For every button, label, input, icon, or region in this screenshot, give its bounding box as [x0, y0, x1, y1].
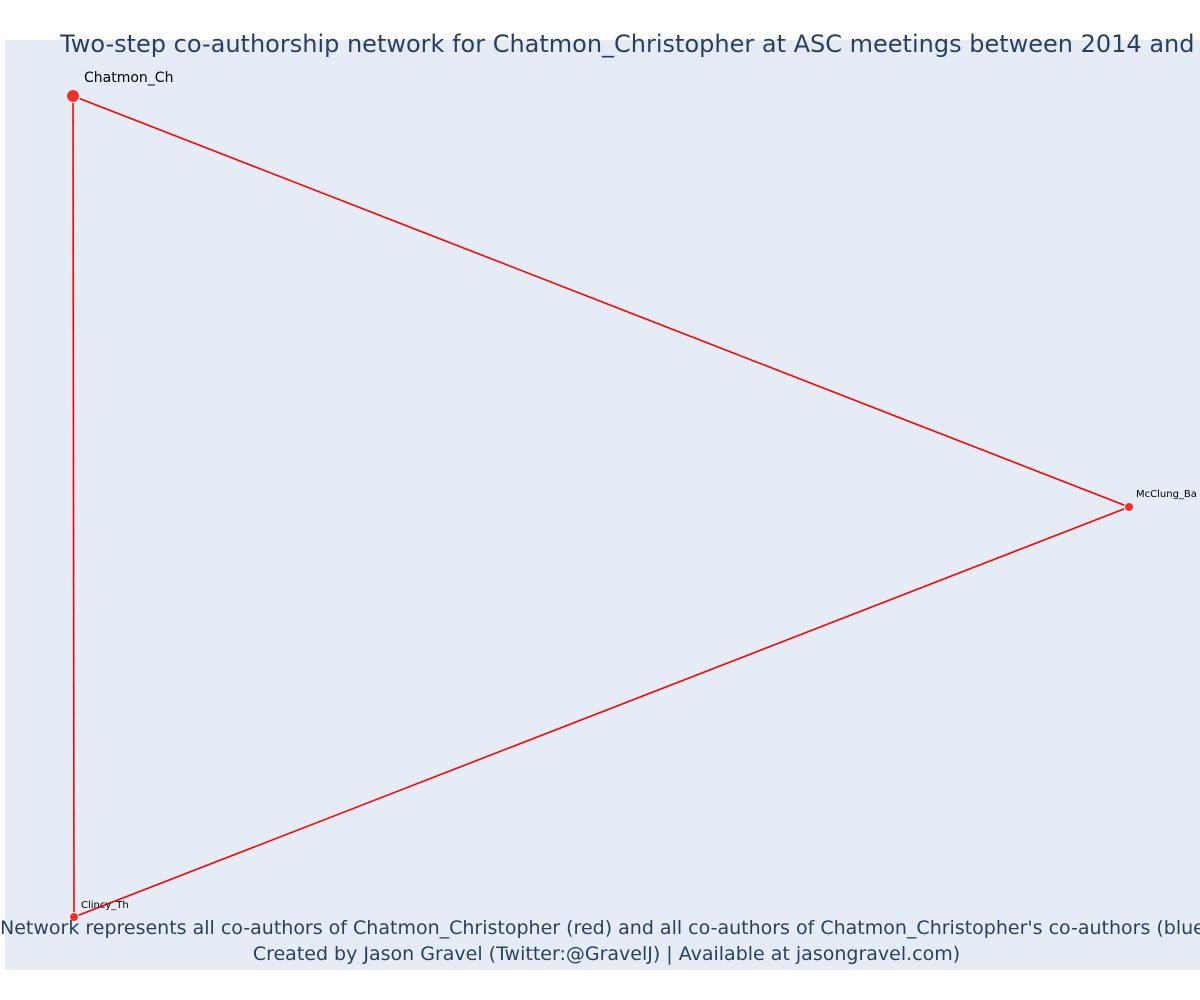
plot-area — [5, 40, 1200, 970]
edge-chatmon-mcclung — [72, 95, 1130, 508]
edge-mcclung-clincy — [73, 506, 1130, 918]
caption-description: Network represents all co-authors of Cha… — [0, 917, 1200, 939]
node-label-clincy: Clincy_Th — [81, 900, 129, 911]
node-chatmon[interactable] — [66, 89, 80, 103]
node-clincy[interactable] — [69, 912, 79, 922]
nodes — [66, 89, 1134, 922]
edge-clincy-chatmon — [72, 95, 75, 918]
node-mcclung[interactable] — [1124, 502, 1134, 512]
node-label-chatmon: Chatmon_Ch — [84, 70, 173, 86]
chart-title: Two-step co-authorship network for Chatm… — [60, 30, 1200, 58]
edges — [72, 95, 1130, 918]
node-labels: Chatmon_Ch McClung_Ba Clincy_Th — [81, 70, 1197, 911]
caption-credit: Created by Jason Gravel (Twitter:@Gravel… — [252, 943, 961, 965]
node-label-mcclung: McClung_Ba — [1136, 489, 1197, 500]
